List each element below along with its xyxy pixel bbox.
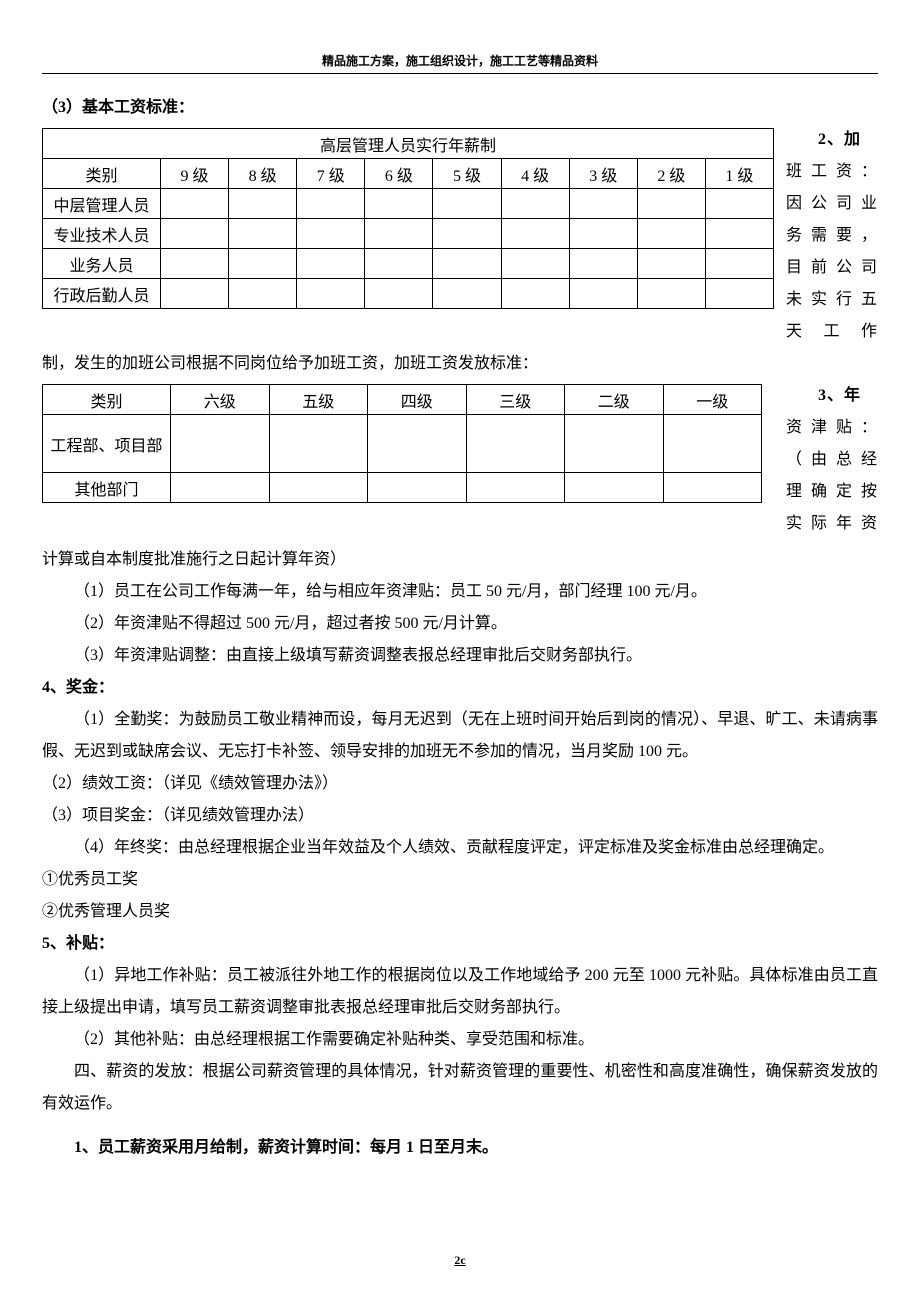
t1-h6: 4 级 [501,159,569,189]
p4: （3）年资津贴调整：由直接上级填写薪资调整表报总经理审批后交财务部执行。 [42,640,878,672]
t2-h6: 一级 [663,385,762,415]
float-right-a: 2、加 班工资： 因公司业 务需要， 目前公司 未实行五 天工作 [786,124,878,348]
t2-h1: 六级 [171,385,270,415]
fa-l3: 因公司业 [786,188,878,220]
page-header: 精品施工方案，施工组织设计，施工工艺等精品资料 [42,52,878,69]
t1-r4: 行政后勤人员 [43,279,161,309]
t2-h3: 四级 [368,385,467,415]
p12: 5、补贴： [42,928,878,960]
t2-h2: 五级 [269,385,368,415]
t2-h5: 二级 [565,385,664,415]
salary-table-1: 高层管理人员实行年薪制 类别 9 级 8 级 7 级 6 级 5 级 4 级 3… [42,128,774,309]
fb-l5: 实际年资 [786,508,878,540]
t1-h3: 7 级 [297,159,365,189]
p16: 1、员工薪资采用月给制，薪资计算时间：每月 1 日至月末。 [42,1132,878,1164]
fb-l3: （由总经 [786,444,878,476]
fa-l2: 班工资： [786,156,878,188]
t1-h5: 5 级 [433,159,501,189]
fb-l4: 理确定按 [786,476,878,508]
p1: 计算或自本制度批准施行之日起计算年资） [42,544,878,576]
header-rule [42,73,878,74]
t2-r2: 其他部门 [43,473,171,503]
t2-h0: 类别 [43,385,171,415]
fb-l2: 资津贴： [786,412,878,444]
fb-l1: 3、年 [786,380,878,412]
fa-l4: 务需要， [786,220,878,252]
p13: （1）异地工作补贴：员工被派往外地工作的根据岗位以及工作地域给予 200 元至 … [42,960,878,1024]
fa-l6: 未实行五 [786,284,878,316]
p10: ①优秀员工奖 [42,864,878,896]
p5: 4、奖金： [42,672,878,704]
t2-h4: 三级 [466,385,565,415]
t1-h7: 3 级 [569,159,637,189]
t1-r1: 中层管理人员 [43,189,161,219]
t1-h0: 类别 [43,159,161,189]
fa-l1: 2、加 [786,124,878,156]
t1-r2: 专业技术人员 [43,219,161,249]
section-3-head: （3）基本工资标准： [42,92,878,124]
p14: （2）其他补贴：由总经理根据工作需要确定补贴种类、享受范围和标准。 [42,1024,878,1056]
fa-l5: 目前公司 [786,252,878,284]
page-footer: 2c [0,1253,920,1268]
p11: ②优秀管理人员奖 [42,896,878,928]
p6: （1）全勤奖：为鼓励员工敬业精神而设，每月无迟到（无在上班时间开始后到岗的情况）… [42,704,878,768]
fa-l7: 天工作 [786,316,878,348]
p3: （2）年资津贴不得超过 500 元/月，超过者按 500 元/月计算。 [42,608,878,640]
t1-h8: 2 级 [637,159,705,189]
t1-r3: 业务人员 [43,249,161,279]
line-between-tables: 制，发生的加班公司根据不同岗位给予加班工资，加班工资发放标准： [42,348,878,380]
t1-h1: 9 级 [161,159,229,189]
p7: （2）绩效工资：（详见《绩效管理办法》） [42,768,878,800]
p2: （1）员工在公司工作每满一年，给与相应年资津贴：员工 50 元/月，部门经理 1… [42,576,878,608]
p8: （3）项目奖金：（详见绩效管理办法） [42,800,878,832]
p15: 四、薪资的发放：根据公司薪资管理的具体情况，针对薪资管理的重要性、机密性和高度准… [42,1056,878,1120]
p9: （4）年终奖：由总经理根据企业当年效益及个人绩效、贡献程度评定，评定标准及奖金标… [42,832,878,864]
t2-r1: 工程部、项目部 [43,415,171,473]
t1-title: 高层管理人员实行年薪制 [43,129,774,159]
salary-table-2: 类别 六级 五级 四级 三级 二级 一级 工程部、项目部 其他部门 [42,384,762,503]
float-right-b: 3、年 资津贴： （由总经 理确定按 实际年资 [786,380,878,540]
t1-h9: 1 级 [705,159,773,189]
t1-h2: 8 级 [229,159,297,189]
t1-h4: 6 级 [365,159,433,189]
